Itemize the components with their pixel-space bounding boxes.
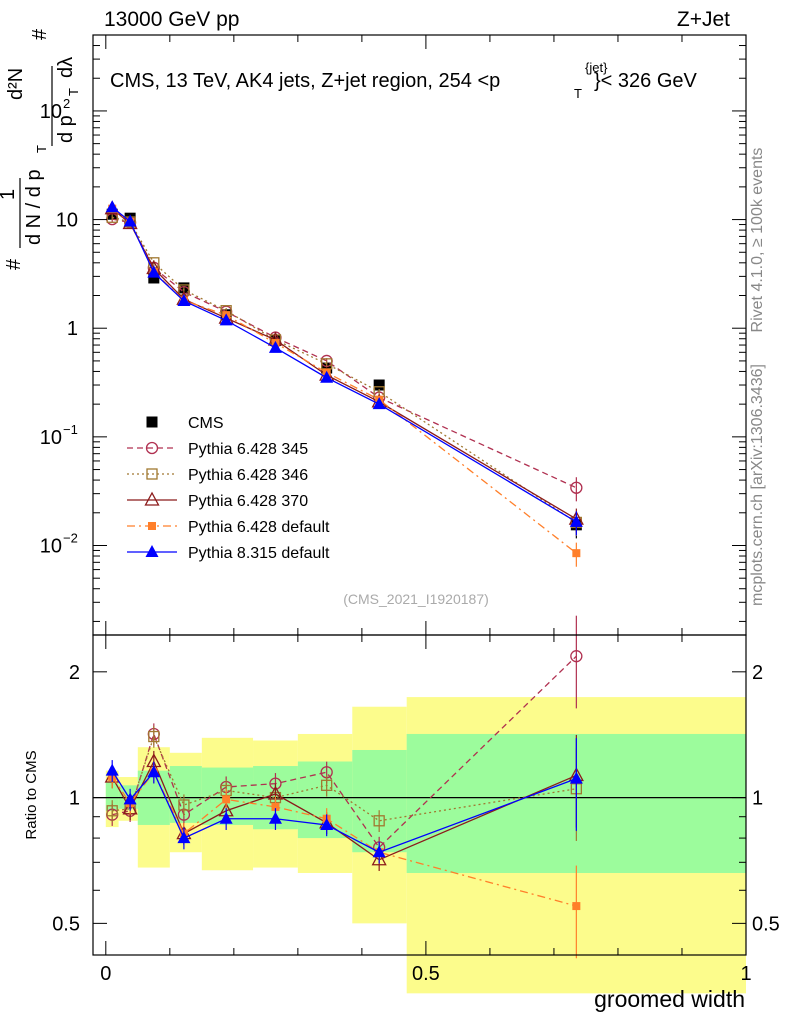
band-inner-bin [105, 781, 119, 811]
ratio-uncertainty-bands [93, 697, 746, 994]
ratio-point-p8def [147, 765, 161, 778]
ratio-point-p8def [268, 811, 282, 824]
main-point-p8def [372, 397, 386, 410]
x-axis-label: groomed width [594, 986, 745, 1012]
ratio-y-tick-label-right: 2 [752, 662, 763, 684]
x-tick-label: 1 [740, 963, 751, 985]
main-y-tick-exponent: −2 [63, 530, 78, 545]
main-y-tick-label: 1 [67, 318, 78, 340]
ratio-point-p346 [106, 805, 118, 817]
main-point-p8def [219, 313, 233, 326]
ylabel-den2: d p [55, 115, 77, 143]
header-right: Z+Jet [677, 8, 730, 31]
legend-marker-cms [146, 416, 158, 428]
ratio-point-p8def [219, 811, 233, 824]
legend-label-p346: Pythia 6.428 346 [188, 467, 308, 484]
main-point-p8def [123, 214, 137, 227]
main-point-p8def [320, 370, 334, 383]
ratio-point-p6def [271, 802, 280, 811]
ylabel-num2: d²N [5, 68, 27, 100]
legend-label-p345: Pythia 6.428 345 [188, 441, 308, 458]
ratio-point-p346 [148, 730, 160, 743]
plot-title: CMS, 13 TeV, AK4 jets, Z+jet region, 254… [110, 60, 698, 101]
main-y-tick-label: 10 [40, 101, 62, 123]
ratio-point-p346 [373, 815, 385, 827]
ratio-point-p8def [177, 831, 191, 844]
title-sub: T [574, 86, 582, 101]
ratio-point-p8def [372, 845, 386, 858]
main-y-axis-label: # 1 d N / d p T d²N # d p T dλ [0, 28, 81, 270]
legend-marker-p8def [145, 545, 159, 557]
main-y-tick-label: 10 [40, 427, 62, 449]
main-point-p8def [105, 200, 119, 213]
main-point-p8def [177, 294, 191, 307]
ylabel-sub-t2: T [66, 88, 81, 96]
ratio-point-p346 [321, 779, 333, 791]
ylabel-dlambda: dλ [55, 57, 77, 78]
main-point-cms [373, 379, 385, 391]
main-point-cms [148, 272, 160, 284]
title-sup: {jet} [585, 60, 608, 75]
side-label-bottom: mcplots.cern.ch [arXiv:1306.3436] [749, 364, 766, 606]
main-point-p8def [569, 514, 583, 527]
analysis-id: (CMS_2021_I1920187) [343, 591, 489, 607]
main-point-p6def [572, 549, 581, 558]
main-line-p370 [111, 208, 577, 520]
ratio-point-p6def [222, 795, 231, 804]
band-inner-bin [169, 766, 202, 823]
legend-label-p370: Pythia 6.428 370 [188, 493, 308, 510]
ylabel-sub-t: T [34, 145, 49, 153]
ratio-y-tick-label-left: 1 [69, 788, 80, 810]
ratio-y-axis-label: Ratio to CMS [23, 750, 40, 839]
ratio-point-p8def [569, 771, 583, 784]
x-tick-label: 0.5 [412, 963, 440, 985]
main-point-p345 [570, 481, 583, 494]
main-point-p8def [268, 340, 282, 353]
main-y-tick-label: 10 [56, 210, 78, 232]
main-y-tick-exponent: −1 [63, 422, 78, 437]
main-line-p346 [112, 216, 577, 523]
main-line-p8def [111, 206, 577, 523]
main-y-tick-label: 10 [40, 535, 62, 557]
ratio-point-p6def [572, 902, 581, 911]
main-line-p345 [112, 218, 577, 489]
ratio-point-p346 [178, 799, 190, 811]
ratio-y-tick-label-right: 0.5 [752, 913, 780, 935]
ylabel-hash: # [3, 258, 25, 270]
legend-marker-p345 [145, 441, 159, 455]
legend-marker-p6def [148, 522, 156, 530]
title-post: }< 326 GeV [594, 70, 698, 92]
ratio-plot-frame [92, 634, 747, 956]
main-y-tick-exponent: 2 [63, 96, 70, 111]
ratio-point-p8def [105, 763, 119, 776]
ratio-y-tick-label-left: 2 [69, 662, 80, 684]
ylabel-den: d N / d p [23, 169, 45, 245]
ylabel-hash2: # [29, 28, 51, 40]
side-label-top: Rivet 4.1.0, ≥ 100k events [749, 148, 766, 333]
legend: CMS Pythia 6.428 345 Pythia 6.428 346 Pythi… [127, 415, 330, 562]
ylabel-one: 1 [0, 189, 19, 200]
main-point-p8def [147, 265, 161, 278]
ratio-point-p370 [371, 851, 387, 866]
legend-label-p6def: Pythia 6.428 default [188, 519, 330, 536]
legend-label-cms: CMS [188, 415, 224, 432]
legend-label-p8def: Pythia 8.315 default [188, 545, 330, 562]
legend-marker-p346 [146, 468, 158, 480]
main-line-p6def [111, 208, 577, 554]
header-left: 13000 GeV pp [104, 8, 239, 31]
data-series [104, 200, 584, 959]
legend-marker-p370 [144, 491, 160, 506]
ratio-y-tick-label-right: 1 [752, 788, 763, 810]
title-pre: CMS, 13 TeV, AK4 jets, Z+jet region, 254… [110, 70, 500, 92]
ratio-y-tick-label-left: 0.5 [52, 913, 80, 935]
ratio-point-p8def [320, 817, 334, 830]
ratio-point-p8def [123, 792, 137, 805]
band-inner-bin [352, 749, 407, 853]
axes [92, 34, 747, 956]
x-tick-label: 0 [100, 963, 111, 985]
ratio-point-p345 [570, 650, 583, 663]
